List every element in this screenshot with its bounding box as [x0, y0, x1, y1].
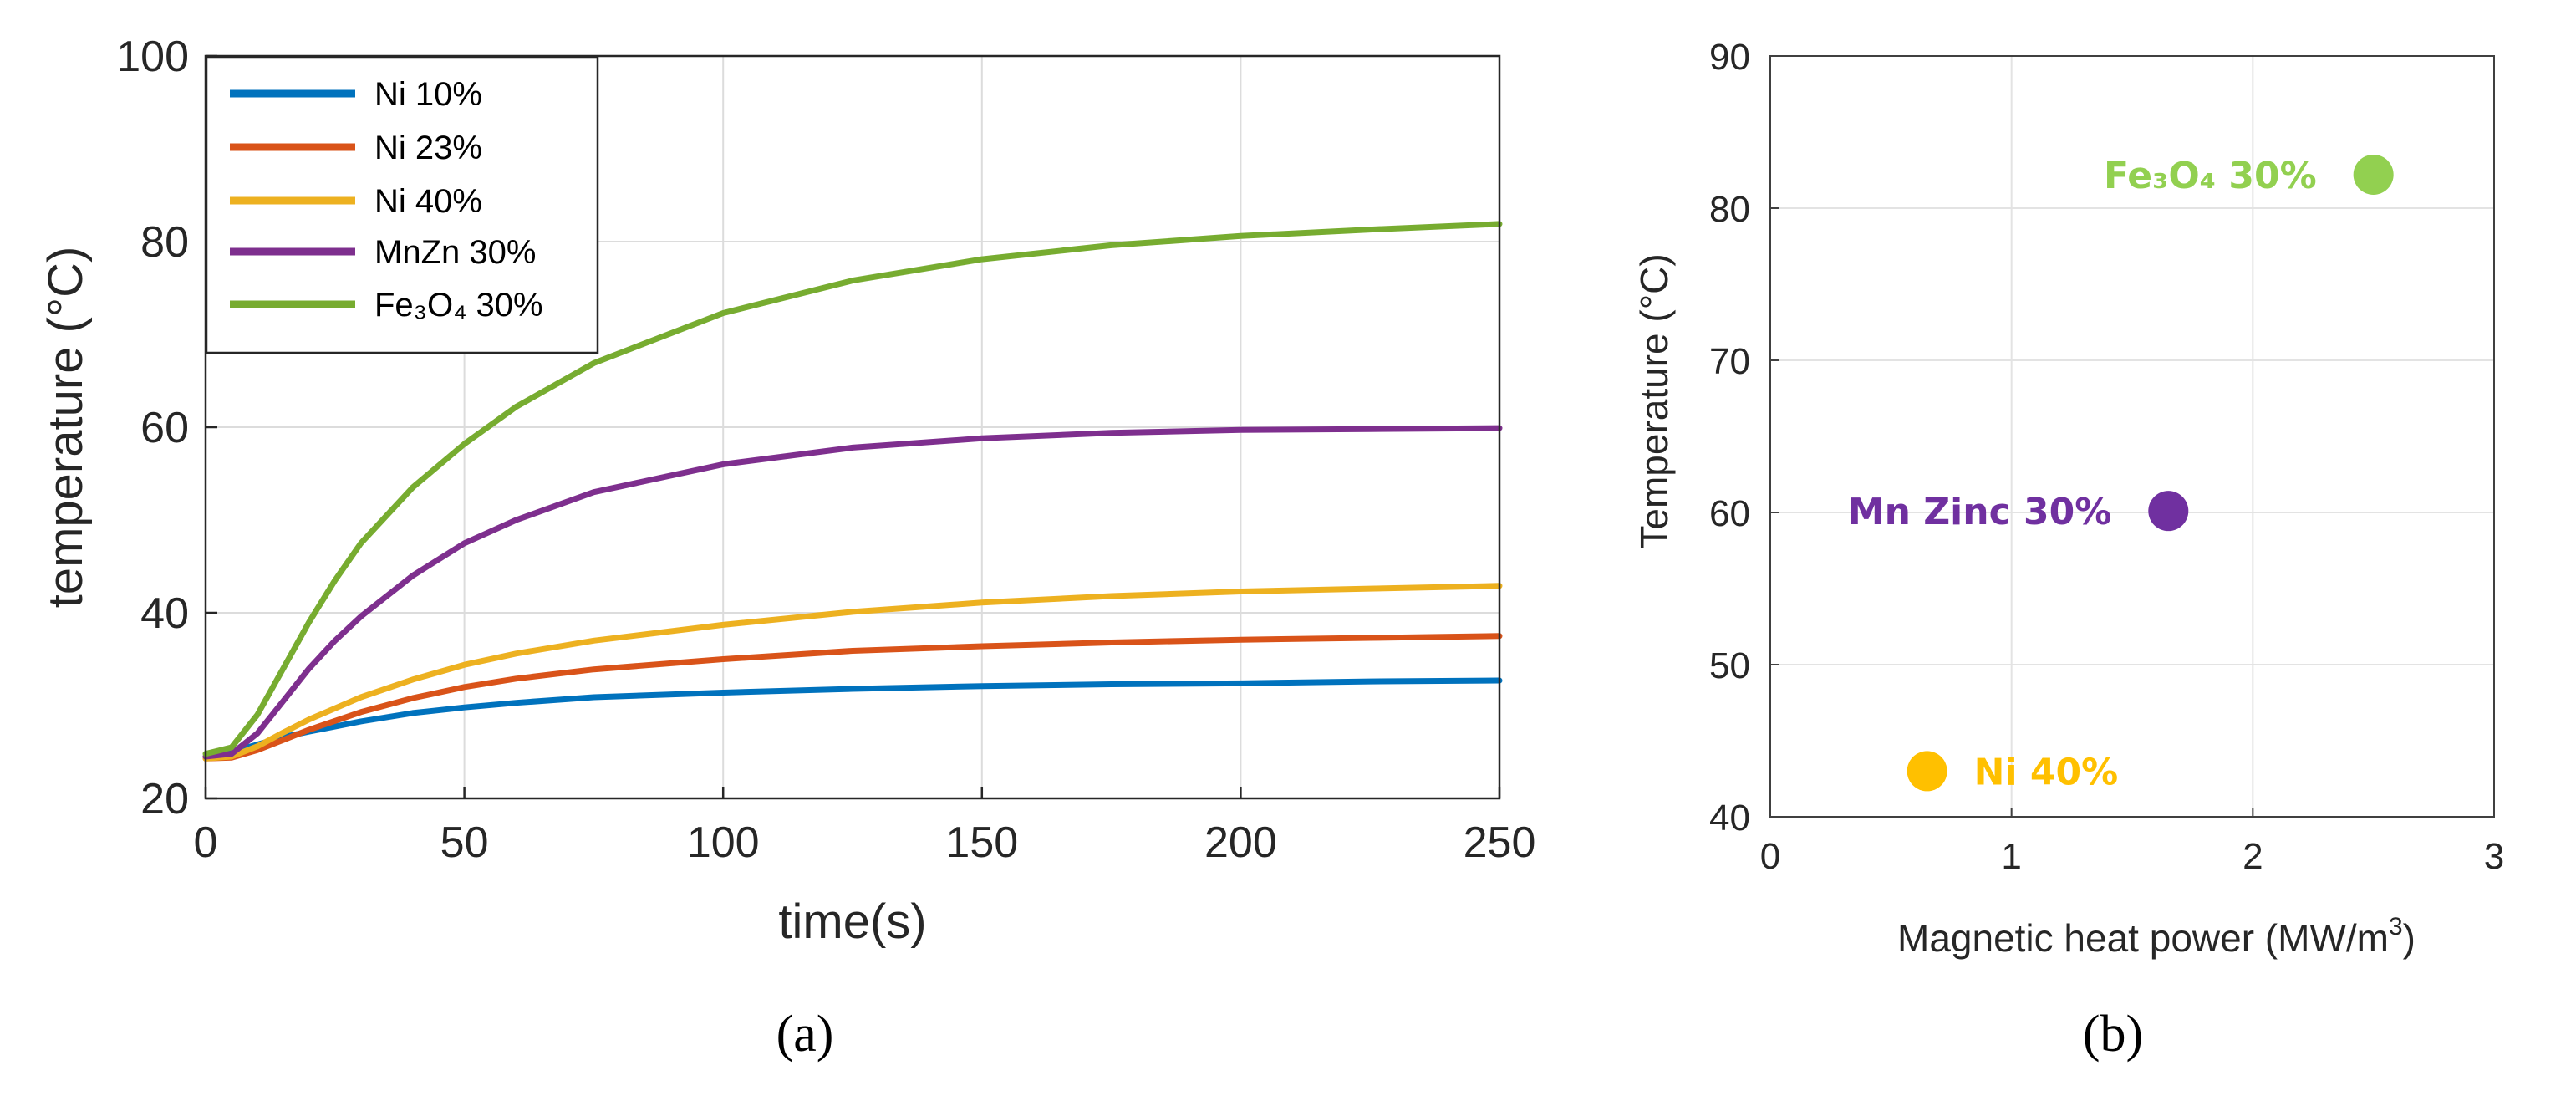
legend-a: Ni 10% Ni 23% Ni 40% MnZn 30% Fe₃O₄ 30%	[205, 55, 599, 354]
point-label-b_ni: Ni 40%	[1974, 751, 2119, 793]
x-axis-title-b-sup: 3	[2389, 913, 2403, 941]
y-tick-label: 70	[1709, 341, 1750, 382]
y-ticks-a: 20 40 60 80 100	[116, 33, 217, 823]
y-tick-label: 40	[140, 589, 189, 638]
x-ticks-a: 0 50 100 150 200 250	[194, 787, 1536, 867]
series-line-fe3o4	[202, 221, 1503, 757]
y-tick-label: 50	[1709, 645, 1750, 686]
series-line-ni40	[202, 583, 1503, 762]
legend-entry-ni10: Ni 10%	[230, 76, 482, 113]
legend-entry-fe3o4: Fe₃O₄ 30%	[230, 287, 543, 324]
point-label-b_fe: Fe₃O₄ 30%	[2104, 155, 2317, 197]
legend-entry-mnzn: MnZn 30%	[230, 234, 536, 271]
x-tick-label: 2	[2243, 836, 2263, 877]
legend-entry-ni40: Ni 40%	[230, 183, 482, 220]
panel-label-a: (a)	[776, 1006, 834, 1063]
y-ticks-b: 40 50 60 70 80 90	[1709, 37, 1779, 839]
x-tick-label: 100	[687, 818, 760, 867]
y-tick-label: 100	[116, 33, 189, 81]
y-tick-label: 60	[140, 404, 189, 452]
legend-label-ni10: Ni 10%	[374, 76, 482, 113]
axes-box-b	[1769, 55, 2495, 818]
legend-label-ni23: Ni 23%	[374, 130, 482, 166]
x-tick-label: 0	[1760, 836, 1780, 877]
x-axis-title-b-main: Magnetic heat power (MW/m	[1897, 916, 2389, 960]
x-axis-title-b: Magnetic heat power (MW/m3)	[1897, 913, 2416, 960]
x-tick-label: 250	[1464, 818, 1536, 867]
x-tick-label: 3	[2484, 836, 2504, 877]
legend-label-ni40: Ni 40%	[374, 183, 482, 220]
y-axis-title-a: temperature (°C)	[38, 247, 93, 609]
panel-label-b: (b)	[2083, 1006, 2143, 1063]
legend-entry-ni23: Ni 23%	[230, 130, 482, 166]
series-line-mnzn	[202, 425, 1503, 760]
x-tick-label: 150	[945, 818, 1018, 867]
point-label-b_mn: Mn Zinc 30%	[1848, 491, 2111, 533]
y-tick-label: 80	[1709, 189, 1750, 230]
x-tick-label: 50	[440, 818, 489, 867]
y-axis-title-b: Temperature (°C)	[1632, 253, 1676, 548]
panel-b-chart: 0 1 2 3 40 50 60 70 80 90 Fe₃O₄ 30% Mn Zinc 30% Ni…	[1632, 37, 2504, 1063]
grid-b	[1770, 56, 2494, 817]
scatter-points-b: Fe₃O₄ 30% Mn Zinc 30% Ni 40%	[1848, 154, 2394, 793]
x-axis-title-a: time(s)	[778, 895, 926, 949]
scatter-point-b_mn	[2148, 491, 2189, 532]
panel-a-chart: 0 50 100 150 200 250 20 40 60 80 100 time(s) temp…	[38, 33, 1535, 1063]
x-tick-label: 200	[1204, 818, 1277, 867]
y-tick-label: 40	[1709, 798, 1750, 839]
x-axis-title-b-end: )	[2403, 916, 2416, 960]
series-line-ni23	[202, 633, 1503, 762]
y-tick-label: 90	[1709, 37, 1750, 78]
legend-label-mnzn: MnZn 30%	[374, 234, 536, 271]
x-tick-label: 0	[194, 818, 218, 867]
y-tick-label: 60	[1709, 493, 1750, 534]
y-tick-label: 20	[140, 775, 189, 823]
series-lines-a	[202, 221, 1503, 762]
x-tick-label: 1	[2001, 836, 2021, 877]
scatter-point-b_ni	[1907, 751, 1947, 792]
y-tick-label: 80	[140, 218, 189, 267]
scatter-point-b_fe	[2353, 154, 2394, 195]
legend-label-fe3o4: Fe₃O₄ 30%	[374, 287, 543, 324]
x-ticks-b: 0 1 2 3	[1760, 808, 2504, 877]
